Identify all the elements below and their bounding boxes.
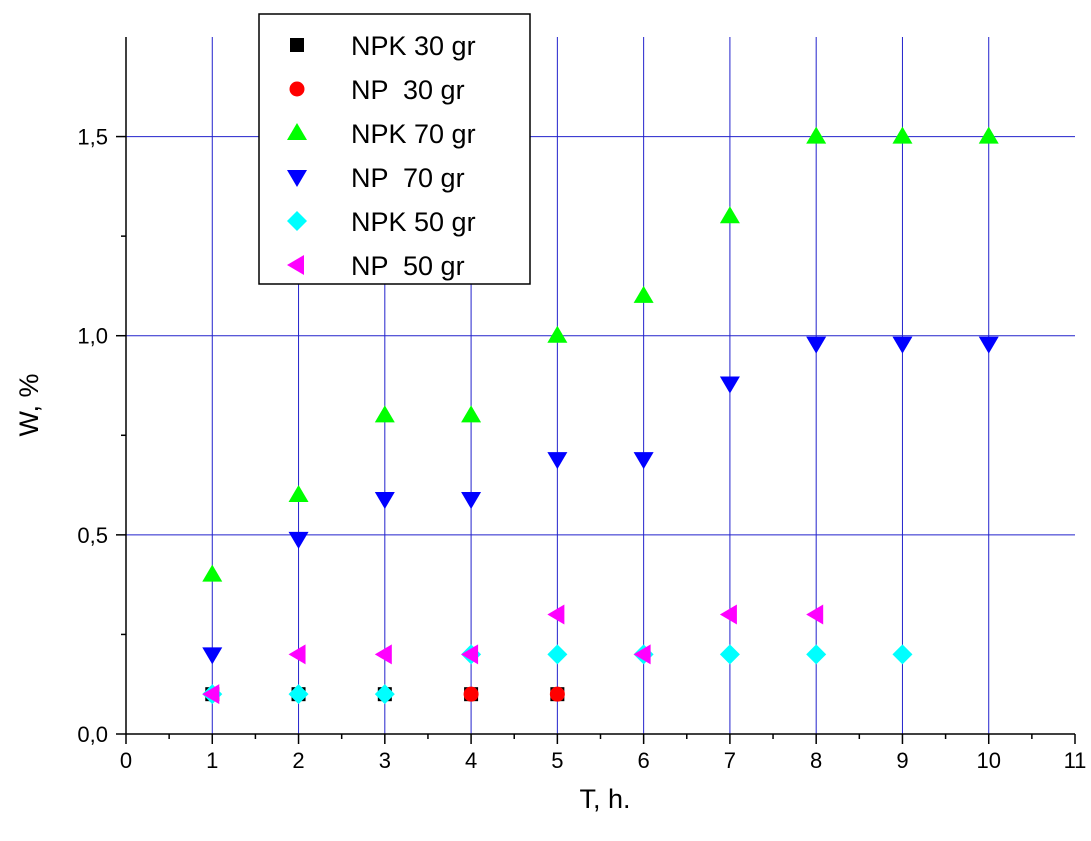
x-tick-label: 7	[724, 748, 736, 773]
x-axis-title: T, h.	[579, 784, 630, 814]
data-points	[202, 126, 999, 705]
legend-marker	[287, 255, 304, 275]
y-tick-label: 0,5	[77, 523, 108, 548]
data-point	[461, 644, 479, 665]
data-point	[978, 126, 999, 144]
data-point	[202, 684, 220, 705]
y-tick-label: 0,0	[77, 722, 108, 747]
data-point	[374, 684, 395, 705]
x-tick-label: 6	[638, 748, 650, 773]
legend-label: NP 70 gr	[351, 163, 465, 193]
legend-label: NP 30 gr	[351, 75, 465, 105]
data-point	[719, 376, 740, 394]
ticks: 0 1 2 3 4 5 6 7 8 9 10 11 0,0 0,5 1,0 1,5	[77, 125, 1086, 773]
data-point	[633, 452, 654, 470]
data-point	[374, 492, 395, 510]
x-tick-label: 5	[551, 748, 563, 773]
data-point	[633, 644, 651, 665]
data-point	[461, 492, 482, 510]
data-point	[978, 336, 999, 354]
legend-marker	[287, 211, 307, 231]
data-point	[374, 644, 392, 665]
data-point	[202, 564, 223, 582]
data-point	[806, 336, 827, 354]
legend-box	[258, 13, 531, 285]
data-point	[892, 126, 913, 144]
x-tick-label: 10	[976, 748, 1000, 773]
data-point	[288, 644, 306, 665]
data-point	[892, 336, 913, 354]
legend-label: NPK 50 gr	[351, 207, 476, 237]
data-point	[719, 604, 737, 625]
y-axis-title: W, %	[14, 373, 44, 436]
legend: NPK 30 gr NP 30 gr NPK 70 gr NP 70 gr NPK 50…	[258, 13, 531, 285]
x-tick-label: 4	[465, 748, 477, 773]
y-tick-label: 1,0	[77, 324, 108, 349]
data-point	[288, 684, 309, 705]
data-point	[633, 285, 654, 303]
x-tick-label: 0	[120, 748, 132, 773]
data-point	[549, 686, 565, 702]
data-point	[463, 686, 479, 702]
data-point	[806, 126, 827, 144]
x-tick-label: 1	[206, 748, 218, 773]
legend-label: NP 50 gr	[351, 251, 465, 281]
data-point	[719, 644, 740, 665]
legend-marker	[287, 170, 307, 187]
legend-marker	[289, 81, 305, 97]
x-tick-label: 9	[896, 748, 908, 773]
data-point	[288, 485, 309, 503]
data-point	[288, 531, 309, 549]
data-point	[547, 604, 565, 625]
data-point	[547, 452, 568, 470]
x-tick-label: 11	[1064, 748, 1087, 773]
x-tick-label: 2	[292, 748, 304, 773]
x-tick-label: 3	[379, 748, 391, 773]
data-point	[547, 325, 568, 343]
legend-label: NPK 30 gr	[351, 31, 476, 61]
data-point	[719, 206, 740, 224]
y-tick-label: 1,5	[77, 125, 108, 150]
legend-marker	[287, 123, 307, 140]
x-tick-label: 8	[810, 748, 822, 773]
data-point	[806, 644, 827, 665]
legend-label: NPK 70 gr	[351, 119, 476, 149]
data-point	[202, 647, 223, 665]
data-point	[374, 405, 395, 423]
data-point	[892, 644, 913, 665]
legend-marker	[290, 38, 304, 52]
data-point	[461, 405, 482, 423]
data-point	[806, 604, 824, 625]
data-point	[547, 644, 568, 665]
